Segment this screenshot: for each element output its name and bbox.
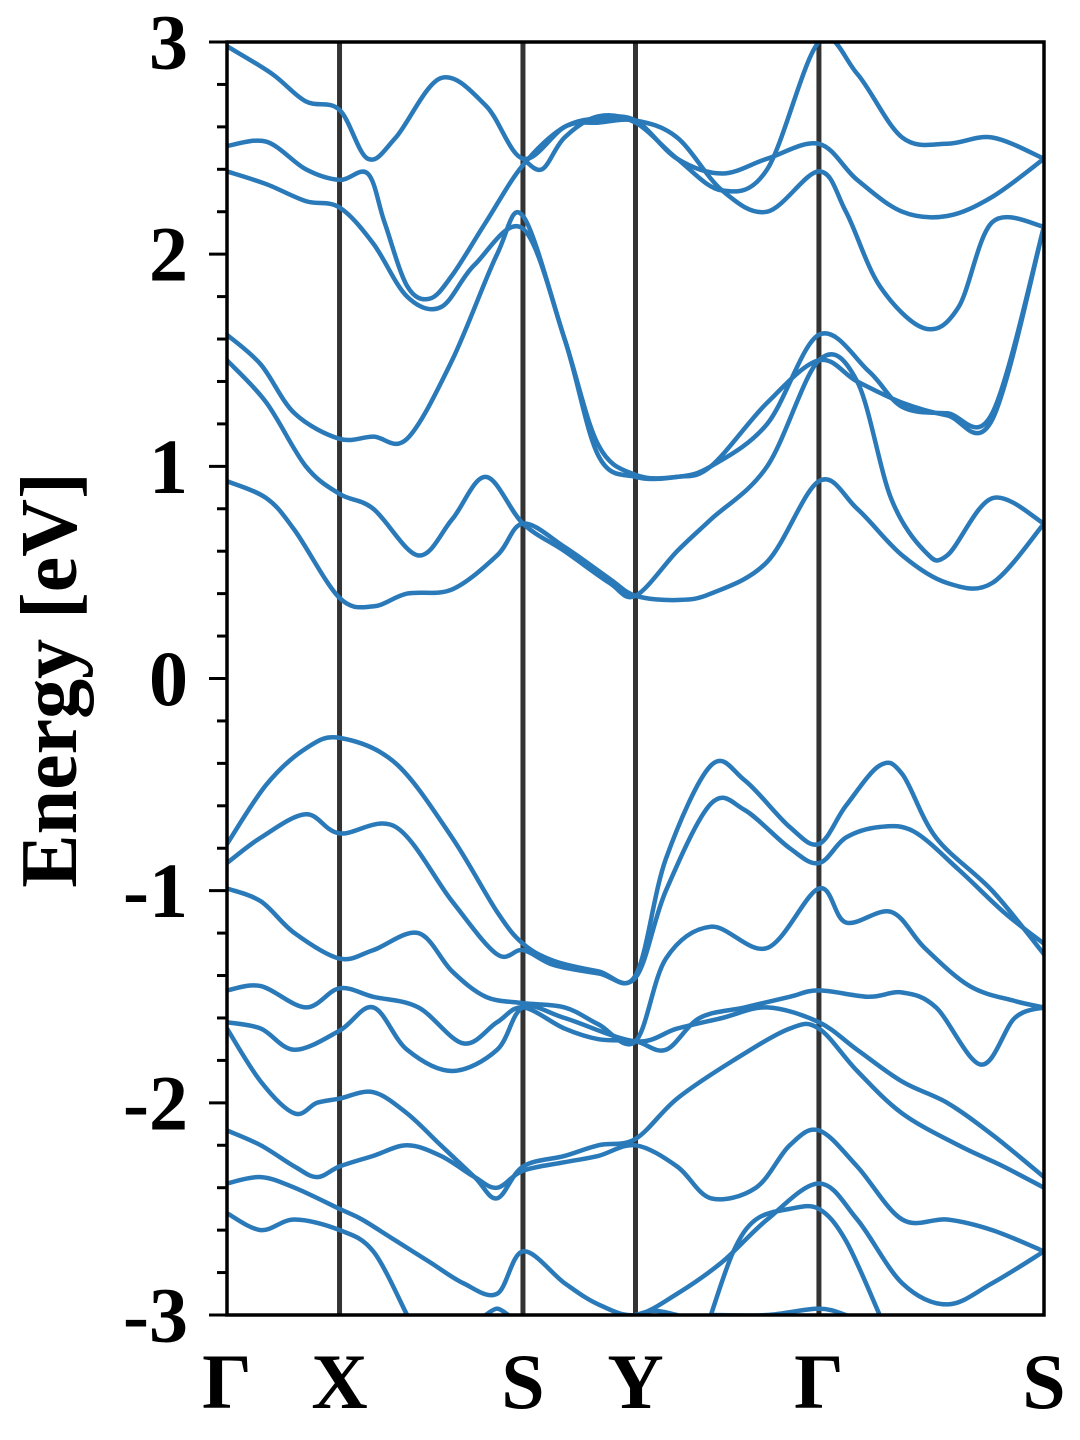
k-point-divider-lines: [337, 42, 822, 1315]
kpoint-label-2: S: [501, 1338, 544, 1425]
band-line-5: [227, 1021, 1044, 1201]
y-tick-label: 1: [149, 423, 188, 510]
band-line-10: [483, 1306, 511, 1315]
band-line-15: [227, 210, 1044, 481]
band-line-0: [227, 735, 1044, 986]
y-tick-label: 3: [149, 0, 188, 86]
y-axis-ticks: [209, 40, 227, 1317]
band-line-6: [227, 1127, 1044, 1254]
band-line-17: [227, 117, 1044, 332]
y-tick-label: -3: [123, 1272, 188, 1359]
band-line-8: [227, 1210, 410, 1315]
y-tick-label: -1: [123, 847, 188, 934]
band-line-14: [227, 352, 1044, 600]
band-line-4: [227, 1003, 1044, 1180]
kpoint-label-1: X: [311, 1338, 367, 1425]
band-lines: [227, 42, 1044, 1315]
band-line-2: [227, 886, 1044, 1047]
y-tick-label: 0: [149, 635, 188, 722]
y-axis-tick-labels: 3 2 1 0 -1 -2 -3: [123, 0, 188, 1359]
band-line-11: [708, 1203, 882, 1315]
kpoint-label-4: Γ: [794, 1338, 844, 1425]
kpoint-label-0: Γ: [202, 1338, 252, 1425]
band-line-12: [708, 1306, 849, 1315]
band-line-13: [227, 477, 1044, 610]
kpoint-label-3: Y: [607, 1338, 663, 1425]
band-line-16: [227, 169, 1044, 482]
band-line-1: [227, 795, 1044, 986]
y-tick-label: -2: [123, 1059, 188, 1146]
band-line-19: [520, 42, 1044, 194]
band-line-7: [227, 1174, 1044, 1315]
kpoint-label-5: S: [1022, 1338, 1065, 1425]
y-tick-label: 2: [149, 211, 188, 298]
y-axis-title: Energy [eV]: [6, 472, 94, 887]
